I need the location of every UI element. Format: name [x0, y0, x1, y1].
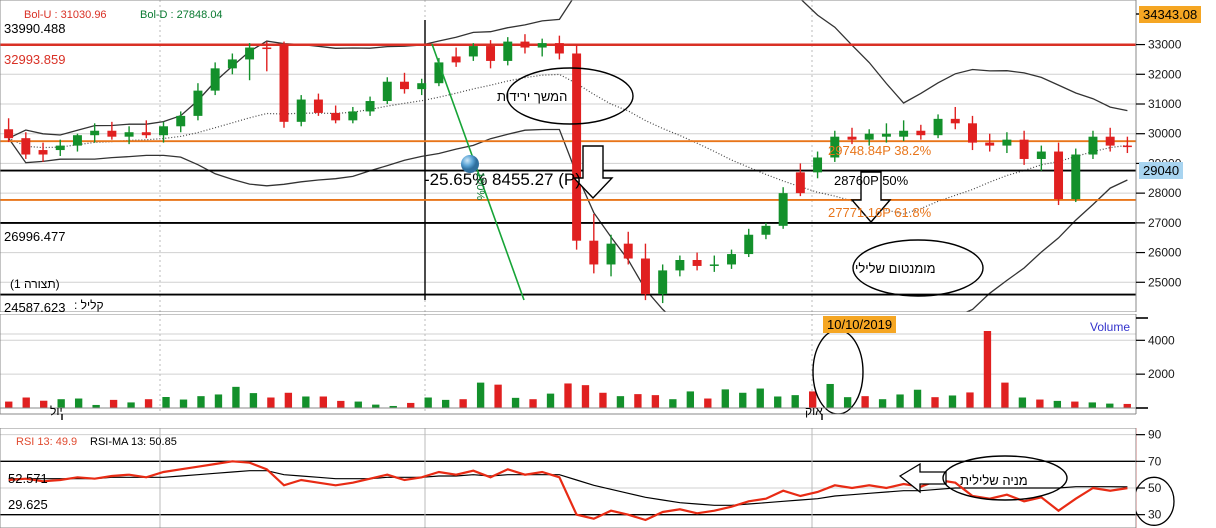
svg-text:32000: 32000: [1148, 67, 1182, 81]
price-chart-svg: [0, 0, 1136, 312]
svg-text:26000: 26000: [1148, 246, 1182, 260]
price-axis: 3300032000310003000029000280002700026000…: [1136, 0, 1216, 312]
volume-title: Volume: [1090, 320, 1131, 334]
bollinger-lower-legend: Bol-D : 27848.04: [140, 9, 223, 21]
axis-current-price-badge: 29040: [1139, 162, 1184, 179]
svg-text:30: 30: [1148, 508, 1162, 522]
svg-text:30000: 30000: [1148, 127, 1182, 141]
svg-text:28000: 28000: [1148, 186, 1182, 200]
bollinger-upper-legend: Bol-U : 31030.96: [24, 9, 107, 21]
price-axis-svg: 3300032000310003000029000280002700026000…: [1136, 0, 1216, 312]
price-label-24587: 24587.623: [4, 300, 66, 315]
axis-high-badge: 34343.08: [1139, 6, 1202, 23]
fib-label-382: 29748.84P 38.2%: [828, 143, 932, 158]
note-negative-momentum: מומנטום שלילי: [855, 261, 936, 276]
svg-text:70: 70: [1148, 454, 1162, 468]
fib-label-50: 28760P 50%: [834, 173, 909, 188]
svg-text:31000: 31000: [1148, 97, 1182, 111]
price-label-33990: 33990.488: [4, 21, 66, 36]
svg-text:25000: 25000: [1148, 275, 1182, 289]
price-label-32993: 32993.859: [4, 52, 66, 67]
rsi-axis: 90 70 50 30: [1136, 428, 1216, 528]
price-label-26996: 26996.477: [4, 229, 66, 244]
measurement-percent-vertical: 100%: [474, 172, 486, 201]
volume-axis-svg: 4000 2000: [1136, 314, 1216, 414]
volume-axis: 4000 2000: [1136, 314, 1216, 414]
svg-text:90: 90: [1148, 428, 1162, 442]
svg-text:2000: 2000: [1148, 367, 1175, 381]
svg-text:4000: 4000: [1148, 333, 1175, 347]
fib-label-618: 27771.16P 61.8%: [828, 205, 932, 220]
rsi-left-label-2: 29.625: [8, 497, 48, 512]
rsi-left-label-1: 52.571: [8, 471, 48, 486]
formation-label: (תצורה 1): [10, 277, 60, 291]
date-label-oct: אוק: [805, 404, 823, 418]
price-panel: [0, 0, 1136, 312]
rsi-panel: [0, 428, 1136, 528]
note-negative-stock: מניה שלילית: [960, 473, 1028, 488]
svg-text:33000: 33000: [1148, 38, 1182, 52]
date-badge: 10/10/2019: [823, 316, 897, 333]
volume-panel: [0, 314, 1136, 414]
kalil-label: קליל :: [74, 298, 104, 312]
rsi-ma-legend: RSI-MA 13: 50.85: [90, 436, 177, 448]
date-label-jul: יול: [50, 404, 63, 418]
rsi-axis-svg: 90 70 50 30: [1136, 428, 1216, 528]
note-continued-decline: המשך ירידות: [497, 89, 568, 104]
svg-text:50: 50: [1148, 481, 1162, 495]
measurement-annotation: -25.65% 8455.27 (P): [424, 170, 581, 189]
volume-chart-svg: [0, 314, 1136, 414]
rsi-chart-svg: [0, 428, 1136, 528]
svg-text:27000: 27000: [1148, 216, 1182, 230]
rsi-legend: RSI 13: 49.9: [16, 436, 78, 448]
